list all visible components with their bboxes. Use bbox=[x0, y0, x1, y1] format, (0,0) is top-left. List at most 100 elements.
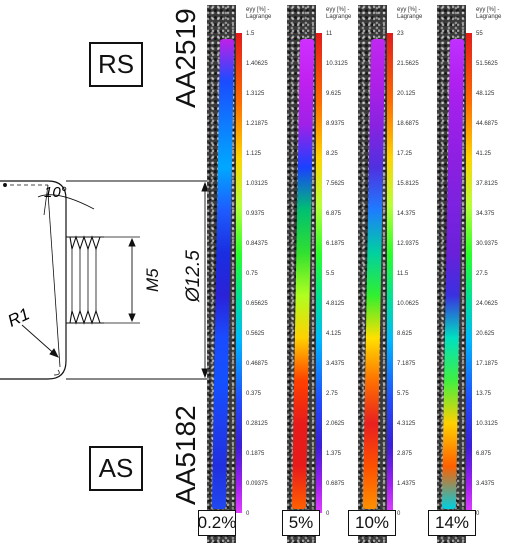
scale-tick-label: 0.75 bbox=[246, 271, 258, 277]
angle-label: 10° bbox=[44, 184, 67, 201]
scale-title: eyy [%] - Lagrange bbox=[326, 7, 351, 21]
scale-title: eyy [%] - Lagrange bbox=[476, 7, 501, 21]
scale-tick-label: 13.75 bbox=[476, 391, 492, 397]
as-label: AS bbox=[89, 446, 143, 491]
color-scale: eyy [%] - Lagrange 55 51.5625 48.125 44.6875 4… bbox=[466, 5, 508, 543]
scale-tick-label: 0.6875 bbox=[326, 481, 345, 487]
scale-tick-label: 4.125 bbox=[326, 331, 342, 337]
scale-tick-label: 0.9375 bbox=[246, 211, 265, 217]
scale-tick-label: 12.9375 bbox=[397, 241, 419, 247]
scale-tick-label: 1.3125 bbox=[246, 91, 265, 97]
scale-tick-label: 2.0625 bbox=[326, 421, 345, 427]
specimen-drawing bbox=[0, 180, 210, 380]
strain-field bbox=[291, 39, 315, 509]
thread-outline bbox=[66, 235, 140, 325]
strain-field bbox=[362, 39, 386, 509]
scale-tick-label: 1.4375 bbox=[397, 481, 416, 487]
scale-tick-label: 6.875 bbox=[326, 211, 342, 217]
scale-tick-label: 0.1875 bbox=[246, 451, 265, 457]
color-bar bbox=[387, 33, 393, 513]
scale-tick-label: 10.0625 bbox=[397, 301, 419, 307]
scale-tick-label: 10.3125 bbox=[476, 421, 498, 427]
specimen-outline bbox=[0, 180, 67, 380]
scale-tick-label: 0.5625 bbox=[246, 331, 265, 337]
diameter-label: Ø12.5 bbox=[183, 250, 204, 302]
scale-tick-label: 18.6875 bbox=[397, 121, 419, 127]
scale-tick-label: 0.46875 bbox=[246, 361, 268, 367]
scale-tick-label: 1.40625 bbox=[246, 61, 268, 67]
scale-tick-label: 0 bbox=[326, 511, 330, 517]
scale-tick-label: 3.4375 bbox=[476, 481, 495, 487]
scale-tick-label: 6.1875 bbox=[326, 241, 345, 247]
scale-tick-label: 10.3125 bbox=[326, 61, 348, 67]
scale-tick-label: 0 bbox=[246, 511, 250, 517]
scale-title-line1: eyy [%] - bbox=[326, 7, 350, 13]
strain-percent-label: 14% bbox=[428, 510, 476, 536]
scale-tick-label: 0.65625 bbox=[246, 301, 268, 307]
scale-tick-label: 27.5 bbox=[476, 271, 488, 277]
scale-tick-label: 23 bbox=[397, 31, 404, 37]
scale-title: eyy [%] - Lagrange bbox=[397, 7, 422, 21]
scale-tick-label: 7.5625 bbox=[326, 181, 345, 187]
scale-tick-label: 1.375 bbox=[326, 451, 342, 457]
scale-tick-label: 1.03125 bbox=[246, 181, 268, 187]
scale-title-line2: Lagrange bbox=[326, 14, 352, 20]
thread-label: M5 bbox=[143, 268, 162, 292]
scale-tick-label: 17.25 bbox=[397, 151, 413, 157]
scale-tick-label: 9.625 bbox=[326, 91, 342, 97]
scale-tick-label: 20.125 bbox=[397, 91, 416, 97]
scale-title-line2: Lagrange bbox=[476, 14, 502, 20]
scale-title-line1: eyy [%] - bbox=[397, 7, 421, 13]
color-bar bbox=[316, 33, 322, 513]
scale-tick-label: 7.1875 bbox=[397, 361, 416, 367]
scale-tick-label: 2.875 bbox=[397, 451, 413, 457]
scale-tick-label: 8.25 bbox=[326, 151, 338, 157]
color-bar bbox=[466, 33, 472, 513]
strain-percent-label: 5% bbox=[282, 510, 320, 536]
scale-tick-label: 51.5625 bbox=[476, 61, 498, 67]
scale-tick-label: 24.0625 bbox=[476, 301, 498, 307]
scale-tick-label: 0 bbox=[397, 511, 401, 517]
scale-title-line2: Lagrange bbox=[246, 14, 272, 20]
scale-tick-label: 41.25 bbox=[476, 151, 492, 157]
scale-title-line1: eyy [%] - bbox=[246, 7, 270, 13]
strain-field bbox=[211, 39, 235, 509]
scale-tick-label: 6.875 bbox=[476, 451, 492, 457]
scale-tick-label: 48.125 bbox=[476, 91, 495, 97]
scale-tick-label: 2.75 bbox=[326, 391, 338, 397]
scale-tick-label: 14.375 bbox=[397, 211, 416, 217]
scale-tick-label: 15.8125 bbox=[397, 181, 419, 187]
bottom-alloy-label: AA5182 bbox=[170, 405, 201, 505]
scale-tick-label: 5.5 bbox=[326, 271, 335, 277]
scale-tick-label: 55 bbox=[476, 31, 483, 37]
strain-field bbox=[441, 39, 465, 509]
scale-tick-label: 44.6875 bbox=[476, 121, 498, 127]
scale-tick-label: 4.8125 bbox=[326, 301, 345, 307]
scale-tick-label: 8.9375 bbox=[326, 121, 345, 127]
scale-tick-label: 17.1875 bbox=[476, 361, 498, 367]
scale-tick-label: 11.5 bbox=[397, 271, 409, 277]
scale-tick-label: 0.84375 bbox=[246, 241, 268, 247]
scale-tick-label: 4.3125 bbox=[397, 421, 416, 427]
scale-tick-label: 11 bbox=[326, 31, 333, 37]
scale-title-line1: eyy [%] - bbox=[476, 7, 500, 13]
scale-tick-label: 21.5625 bbox=[397, 61, 419, 67]
scale-tick-label: 3.4375 bbox=[326, 361, 345, 367]
dimension-lines bbox=[3, 180, 210, 380]
top-alloy-label: AA2519 bbox=[170, 8, 201, 108]
scale-tick-label: 0.375 bbox=[246, 391, 262, 397]
strain-percent-label: 0.2% bbox=[198, 510, 236, 536]
scale-tick-label: 1.21875 bbox=[246, 121, 268, 127]
strain-percent-label: 10% bbox=[348, 510, 396, 536]
scale-tick-label: 30.9375 bbox=[476, 241, 498, 247]
scale-tick-label: 20.625 bbox=[476, 331, 495, 337]
scale-tick-label: 0 bbox=[476, 511, 480, 517]
scale-tick-label: 1.125 bbox=[246, 151, 262, 157]
scale-tick-label: 1.5 bbox=[246, 31, 255, 37]
color-bar bbox=[236, 33, 242, 513]
scale-tick-label: 0.09375 bbox=[246, 481, 268, 487]
scale-tick-label: 5.75 bbox=[397, 391, 409, 397]
scale-tick-label: 34.375 bbox=[476, 211, 495, 217]
scale-title-line2: Lagrange bbox=[397, 14, 423, 20]
rs-label: RS bbox=[89, 42, 143, 87]
